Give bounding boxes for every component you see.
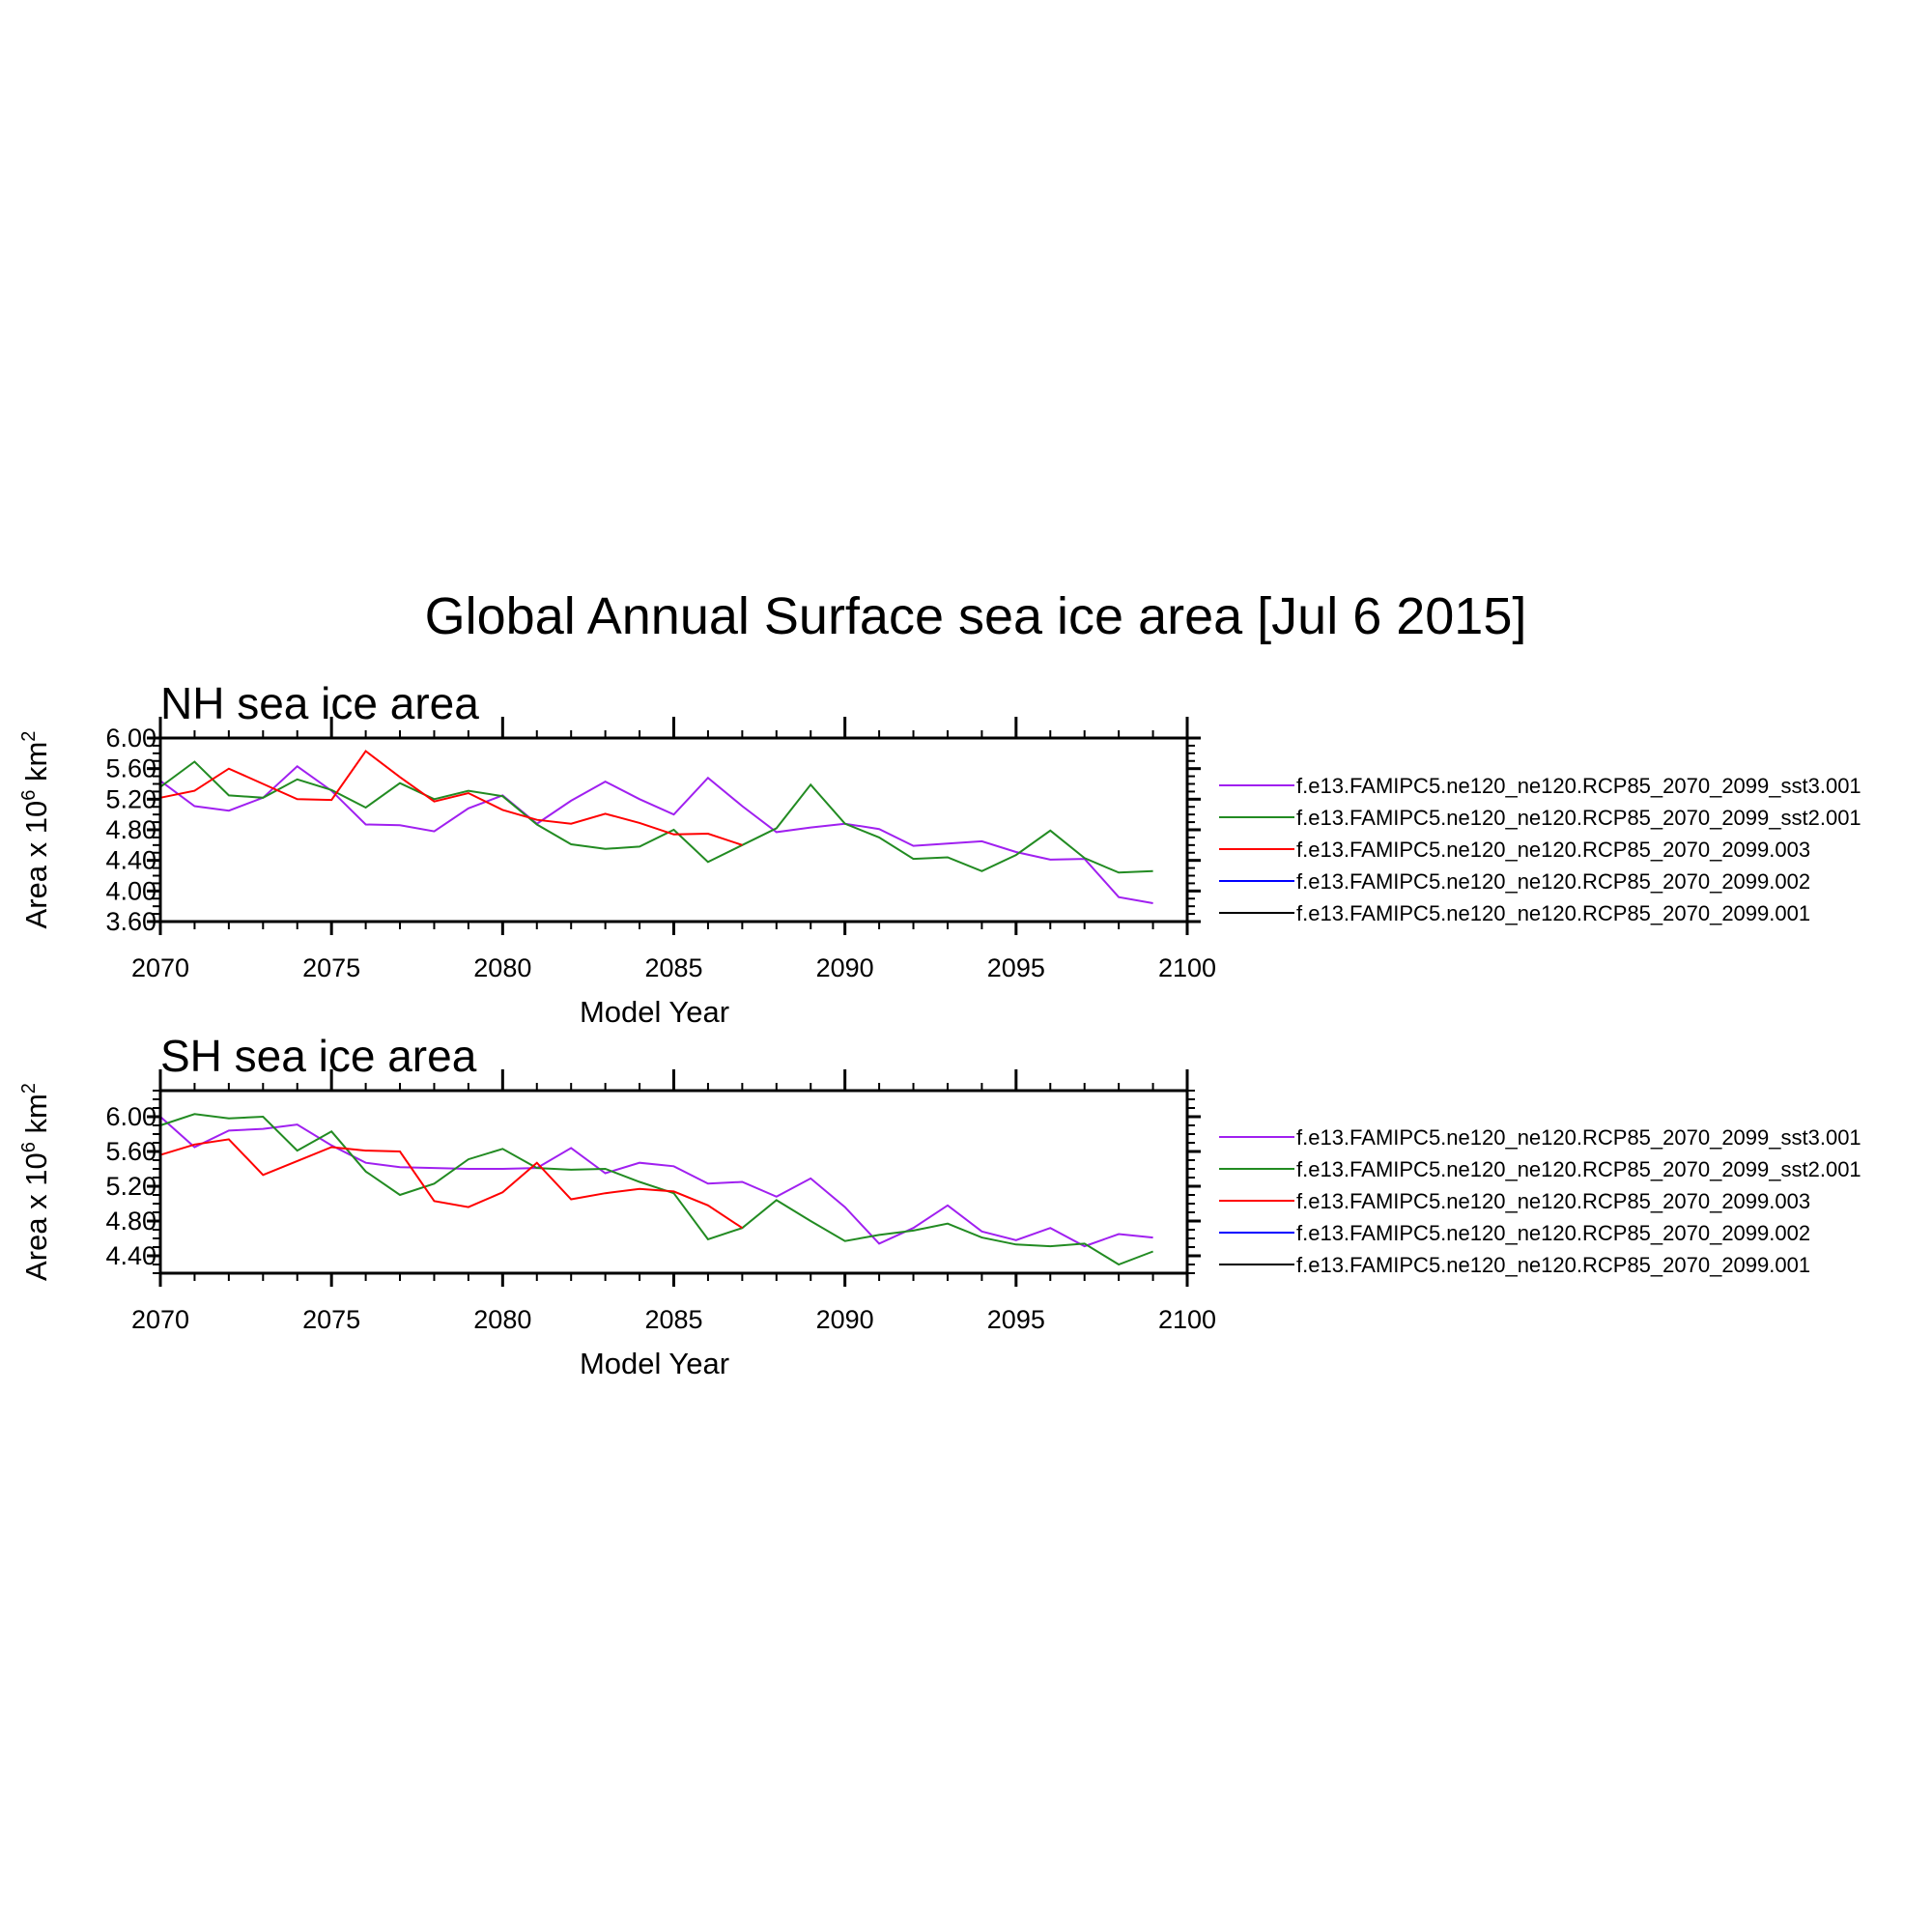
y-axis-label-unit-exp: 2 bbox=[18, 731, 40, 742]
series-line-sst2 bbox=[159, 1113, 1153, 1266]
main-title: Global Annual Surface sea ice area [Jul … bbox=[425, 587, 1527, 645]
y-axis-label-unit: km bbox=[19, 742, 53, 790]
y-tick-label: 5.20 bbox=[105, 784, 156, 813]
x-tick-label: 2085 bbox=[644, 1305, 702, 1334]
y-tick-label: 5.60 bbox=[105, 1137, 156, 1166]
y-axis-label: Area x 106 km2 bbox=[18, 1083, 53, 1281]
x-tick-label: 2080 bbox=[473, 953, 531, 982]
series-line-run003 bbox=[159, 750, 743, 846]
panel-0: NH sea ice area 2070 2075 2080 2085 2090 2095 2… bbox=[18, 678, 1861, 1029]
series-line-sst2 bbox=[159, 760, 1153, 874]
panel-title: SH sea ice area bbox=[160, 1031, 477, 1081]
panels: NH sea ice area 2070 2075 2080 2085 2090 2095 2… bbox=[18, 678, 1861, 1380]
legend-label: f.e13.FAMIPC5.ne120_ne120.RCP85_2070_209… bbox=[1296, 901, 1810, 925]
x-tick-label: 2095 bbox=[987, 1305, 1045, 1334]
legend-label: f.e13.FAMIPC5.ne120_ne120.RCP85_2070_209… bbox=[1296, 1221, 1810, 1245]
legend-label: f.e13.FAMIPC5.ne120_ne120.RCP85_2070_209… bbox=[1296, 1157, 1861, 1181]
panel-title: NH sea ice area bbox=[160, 678, 479, 728]
x-axis-label: Model Year bbox=[580, 995, 729, 1029]
series-line-sst3 bbox=[159, 765, 1153, 904]
y-tick-label: 4.80 bbox=[105, 1207, 156, 1236]
legend: f.e13.FAMIPC5.ne120_ne120.RCP85_2070_209… bbox=[1219, 1125, 1861, 1277]
series-line-run003 bbox=[159, 1138, 743, 1230]
legend-label: f.e13.FAMIPC5.ne120_ne120.RCP85_2070_209… bbox=[1296, 1125, 1861, 1150]
y-tick-label: 6.00 bbox=[105, 724, 156, 753]
legend-label: f.e13.FAMIPC5.ne120_ne120.RCP85_2070_209… bbox=[1296, 869, 1810, 894]
x-tick-label: 2085 bbox=[644, 953, 702, 982]
y-axis-label-unit: km bbox=[19, 1094, 53, 1142]
x-tick-label: 2075 bbox=[302, 953, 360, 982]
x-tick-label: 2080 bbox=[473, 1305, 531, 1334]
panel-1: SH sea ice area 2070 2075 2080 2085 2090 2095 2… bbox=[18, 1031, 1861, 1380]
legend-label: f.e13.FAMIPC5.ne120_ne120.RCP85_2070_209… bbox=[1296, 1189, 1810, 1213]
y-axis-label-unit-exp: 2 bbox=[18, 1083, 40, 1094]
y-tick-label: 3.60 bbox=[105, 907, 156, 936]
y-axis-label-exp: 6 bbox=[18, 1142, 40, 1152]
y-tick-label: 4.80 bbox=[105, 815, 156, 844]
y-tick-label: 5.60 bbox=[105, 754, 156, 783]
y-tick-label: 4.00 bbox=[105, 876, 156, 905]
legend-label: f.e13.FAMIPC5.ne120_ne120.RCP85_2070_209… bbox=[1296, 1253, 1810, 1277]
y-tick-label: 4.40 bbox=[105, 1241, 156, 1270]
x-tick-label: 2090 bbox=[816, 953, 874, 982]
x-tick-label: 2100 bbox=[1158, 953, 1216, 982]
y-tick-label: 5.20 bbox=[105, 1172, 156, 1201]
x-tick-label: 2070 bbox=[131, 953, 189, 982]
x-tick-label: 2090 bbox=[816, 1305, 874, 1334]
series-line-sst3 bbox=[159, 1116, 1153, 1248]
y-tick-label: 6.00 bbox=[105, 1102, 156, 1131]
x-tick-label: 2095 bbox=[987, 953, 1045, 982]
x-tick-label: 2070 bbox=[131, 1305, 189, 1334]
x-tick-label: 2075 bbox=[302, 1305, 360, 1334]
legend-label: f.e13.FAMIPC5.ne120_ne120.RCP85_2070_209… bbox=[1296, 774, 1861, 798]
y-axis-label-exp: 6 bbox=[18, 790, 40, 801]
y-axis-label-prefix: Area x 10 bbox=[19, 801, 53, 929]
y-axis-label: Area x 106 km2 bbox=[18, 731, 53, 929]
y-tick-label: 4.40 bbox=[105, 846, 156, 875]
legend-label: f.e13.FAMIPC5.ne120_ne120.RCP85_2070_209… bbox=[1296, 806, 1861, 830]
legend-label: f.e13.FAMIPC5.ne120_ne120.RCP85_2070_209… bbox=[1296, 838, 1810, 862]
x-tick-label: 2100 bbox=[1158, 1305, 1216, 1334]
legend: f.e13.FAMIPC5.ne120_ne120.RCP85_2070_209… bbox=[1219, 774, 1861, 925]
y-axis-label-prefix: Area x 10 bbox=[19, 1152, 53, 1281]
x-axis-label: Model Year bbox=[580, 1347, 729, 1380]
